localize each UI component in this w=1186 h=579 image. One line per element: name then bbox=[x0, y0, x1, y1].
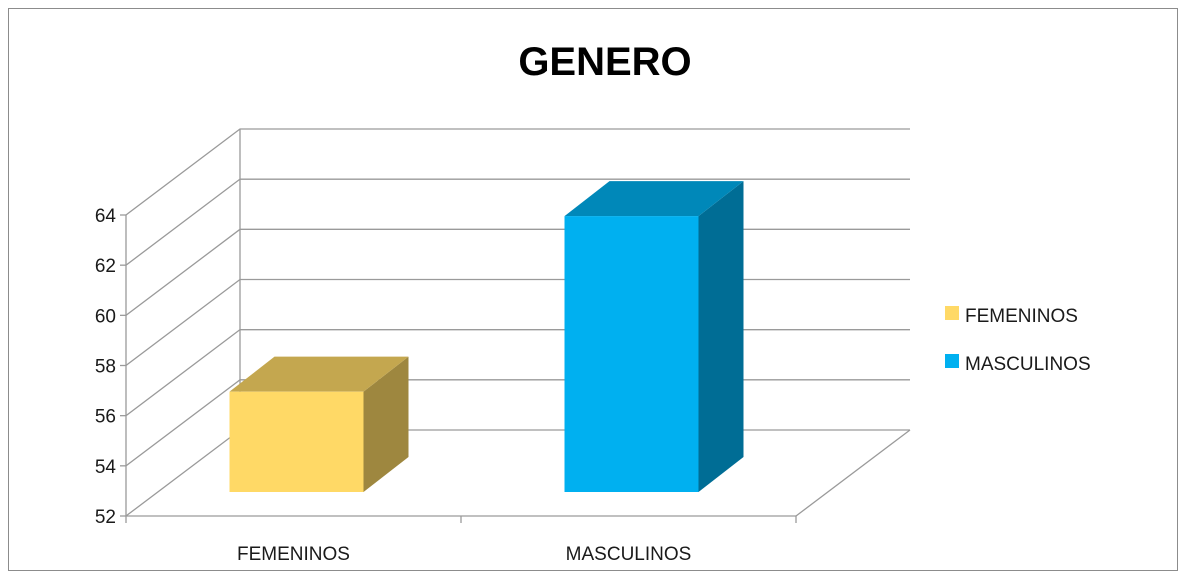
bar-masculinos bbox=[564, 181, 744, 493]
legend: FEMENINOS MASCULINOS bbox=[945, 306, 1091, 375]
bar-front bbox=[229, 391, 364, 492]
chart-title: GENERO bbox=[518, 40, 691, 84]
y-tick-label: 60 bbox=[95, 306, 116, 327]
gridline bbox=[125, 228, 910, 316]
y-tick-label: 54 bbox=[95, 457, 117, 478]
bar-side bbox=[363, 356, 409, 492]
x-tick-label: MASCULINOS bbox=[566, 544, 692, 565]
gridline bbox=[125, 178, 910, 266]
y-tick-label: 62 bbox=[95, 256, 116, 277]
bar-side bbox=[698, 181, 744, 493]
bar-top bbox=[564, 181, 744, 217]
legend-item: FEMENINOS bbox=[945, 306, 1078, 327]
legend-label: FEMENINOS bbox=[965, 306, 1078, 327]
legend-label: MASCULINOS bbox=[965, 354, 1091, 375]
y-tick-label: 58 bbox=[95, 357, 116, 378]
y-tick-label: 56 bbox=[95, 407, 116, 428]
gridline bbox=[125, 278, 910, 367]
legend-swatch bbox=[945, 354, 959, 368]
legend-swatch bbox=[945, 306, 959, 320]
x-tick-label: FEMENINOS bbox=[237, 544, 350, 565]
y-axis: 52 54 56 58 60 62 64 bbox=[95, 206, 126, 528]
bar-femeninos bbox=[229, 356, 409, 492]
legend-item: MASCULINOS bbox=[945, 354, 1091, 375]
floor-right-edge bbox=[795, 429, 911, 517]
y-tick-label: 64 bbox=[95, 206, 117, 227]
x-axis: FEMENINOS MASCULINOS bbox=[125, 516, 797, 565]
bar-front bbox=[564, 216, 699, 493]
bars bbox=[229, 181, 744, 493]
y-tick-label: 52 bbox=[95, 507, 116, 528]
gridline bbox=[125, 128, 910, 216]
bar-top bbox=[229, 356, 409, 392]
